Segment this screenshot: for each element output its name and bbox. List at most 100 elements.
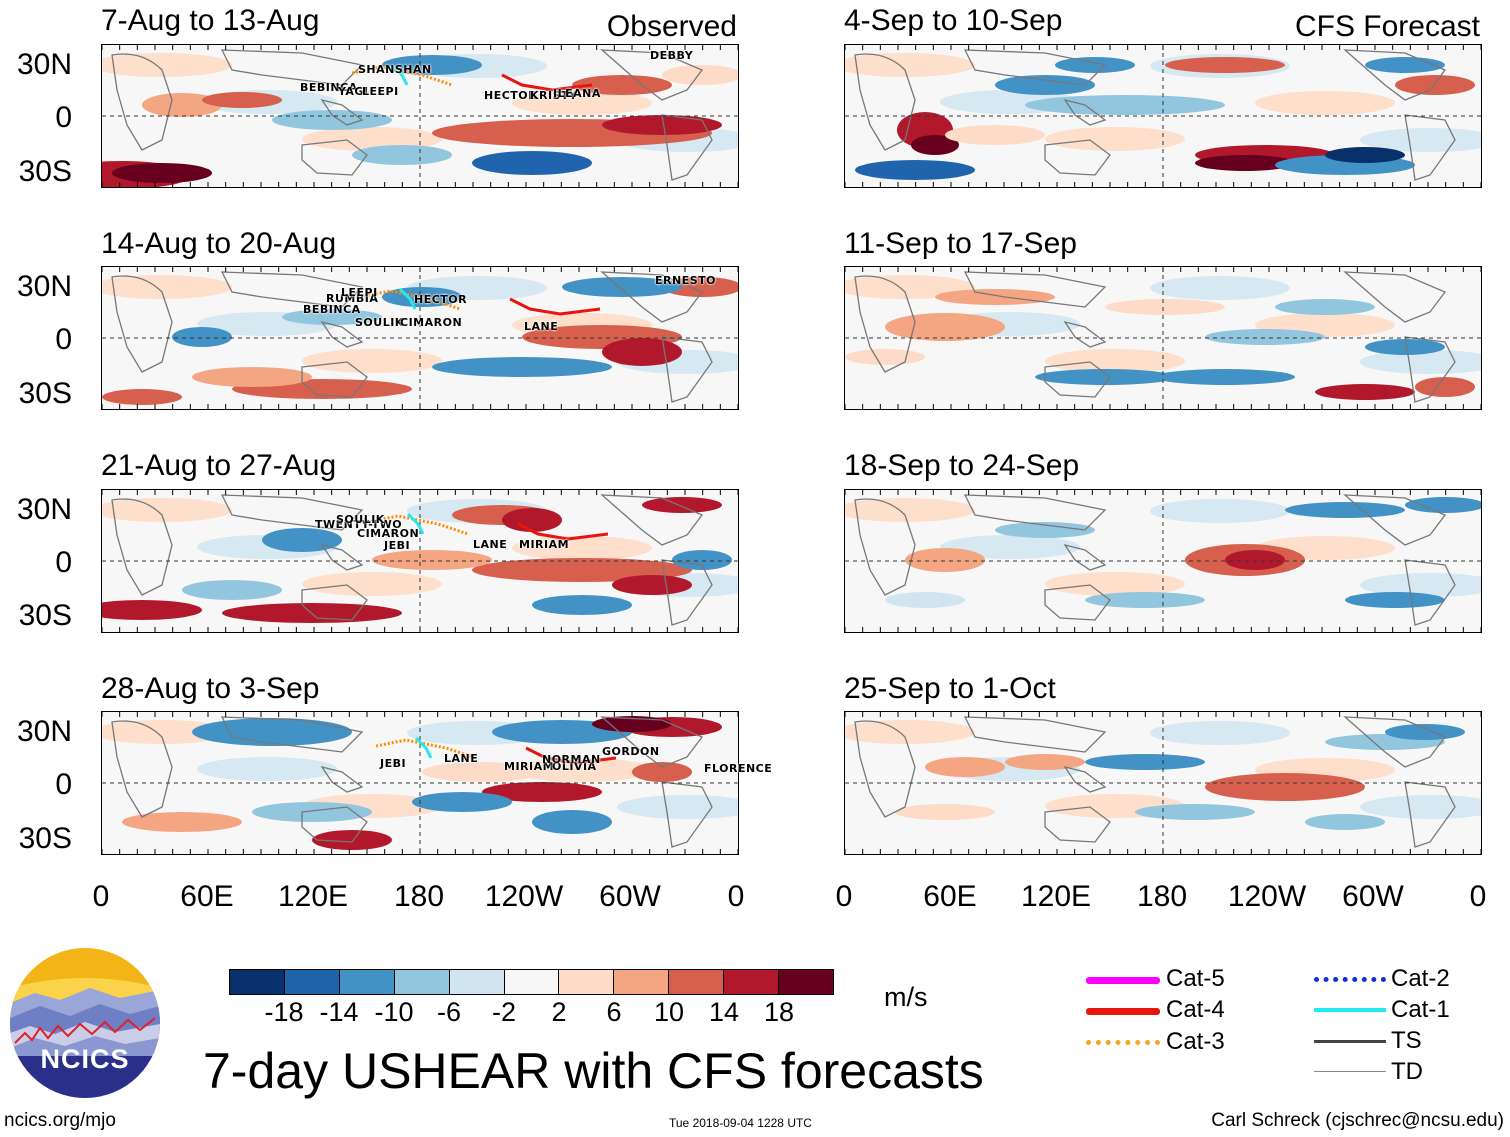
lat-label: 30S (18, 822, 72, 855)
shear-field (102, 45, 738, 187)
shear-contour (945, 125, 1045, 145)
shear-contour (192, 367, 312, 387)
colorbar-tick: 14 (708, 997, 740, 1027)
shear-contour (1045, 349, 1185, 373)
lon-label: 120E (277, 880, 349, 913)
shear-contour (102, 600, 202, 620)
storm-label: NORMAN (542, 753, 601, 766)
storm-label: HECTOR (484, 89, 538, 102)
map-panel (844, 711, 1482, 855)
coastline (1343, 716, 1447, 768)
storm-label: JEBI (384, 539, 411, 552)
source-url[interactable]: ncics.org/mjo (4, 1110, 116, 1131)
storm-label: BEBINCA (303, 303, 361, 316)
colorbar-tick: 6 (606, 997, 622, 1027)
coastline (220, 49, 364, 86)
storm-label: LANE (473, 538, 508, 551)
shear-contour (1105, 299, 1225, 315)
lon-label: 0 (1469, 880, 1487, 913)
panel-title: 4-Sep to 10-Sep (844, 4, 1063, 37)
coastline (661, 114, 713, 181)
panel-title: 21-Aug to 27-Aug (101, 449, 337, 482)
panel-title: 18-Sep to 24-Sep (844, 449, 1080, 482)
shear-contour (662, 65, 738, 85)
shear-contour (352, 145, 452, 165)
coastline (1044, 584, 1111, 621)
coastline (301, 361, 368, 398)
coastline (301, 806, 368, 843)
shear-contour (102, 498, 232, 522)
shear-field (845, 45, 1481, 187)
shear-contour (262, 528, 342, 552)
shear-contour (642, 497, 722, 513)
lon-label: 60E (923, 880, 977, 913)
lat-label: 0 (55, 768, 72, 801)
shear-contour (895, 804, 995, 820)
shear-contour (995, 522, 1095, 538)
shear-contour (532, 810, 612, 834)
shear-contour (1225, 550, 1285, 570)
shear-contour (1155, 369, 1295, 385)
lon-label: 60E (180, 880, 234, 913)
shear-contour (1150, 499, 1290, 523)
forecast-label: CFS Forecast (1294, 10, 1480, 43)
shear-contour (302, 349, 442, 373)
shear-contour (935, 289, 1055, 305)
coastline (854, 275, 916, 373)
shear-contour (1395, 75, 1475, 95)
legend-line-cat2 (1314, 977, 1386, 982)
coastline (1063, 543, 1107, 571)
coastline (320, 98, 364, 126)
map-panel (101, 44, 739, 188)
shear-contour (382, 55, 482, 75)
shear-contour (102, 275, 232, 299)
coastline (963, 494, 1107, 531)
coastline (220, 716, 364, 753)
storm-label: MIRIAM (519, 538, 570, 551)
coastline (600, 716, 704, 768)
storm-label: TWENTY-TWO (315, 518, 403, 531)
legend-label: Cat-1 (1391, 996, 1450, 1023)
lon-label: 60W (599, 880, 661, 913)
coastline (1343, 271, 1447, 323)
legend-line-td (1314, 1071, 1386, 1072)
colorbar-tick: -6 (436, 997, 462, 1027)
shear-contour (1365, 339, 1445, 355)
legend-line-cat4 (1086, 1008, 1160, 1015)
coastline (1404, 559, 1456, 626)
coastline (661, 781, 713, 848)
map-panel (101, 489, 739, 633)
lon-label: 0 (835, 880, 853, 913)
colorbar-swatch (230, 970, 285, 994)
shear-contour (302, 572, 442, 596)
shear-contour (1150, 721, 1290, 745)
shear-contour (1275, 299, 1375, 315)
map-panel (844, 489, 1482, 633)
storm-label: BEBINCA (300, 81, 358, 94)
coastline (1063, 765, 1107, 793)
shear-contour (172, 327, 232, 347)
colorbar-swatch (284, 970, 340, 994)
coastline (600, 271, 704, 323)
lon-label: 180 (1136, 880, 1188, 913)
map-panel (844, 266, 1482, 410)
shear-contour (102, 720, 232, 744)
storm-label: CIMARON (400, 316, 463, 329)
panel-title: 14-Aug to 20-Aug (101, 227, 337, 260)
logo-text: NCICS (40, 1044, 130, 1074)
coastline (1404, 781, 1456, 848)
shear-contour (182, 580, 282, 600)
storm-label: ERNESTO (655, 274, 716, 287)
shear-contour (1085, 592, 1205, 608)
legend-label: Cat-4 (1166, 996, 1225, 1023)
shear-contour (995, 75, 1095, 95)
shear-field (845, 490, 1481, 632)
coastline (220, 271, 364, 308)
lon-label: 120W (1227, 880, 1307, 913)
shear-contour (662, 277, 738, 297)
colorbar (229, 969, 834, 995)
coastline (111, 53, 173, 151)
storm-label: MIRIAM (504, 760, 555, 773)
colorbar-swatch (504, 970, 560, 994)
storm-track (517, 522, 609, 541)
